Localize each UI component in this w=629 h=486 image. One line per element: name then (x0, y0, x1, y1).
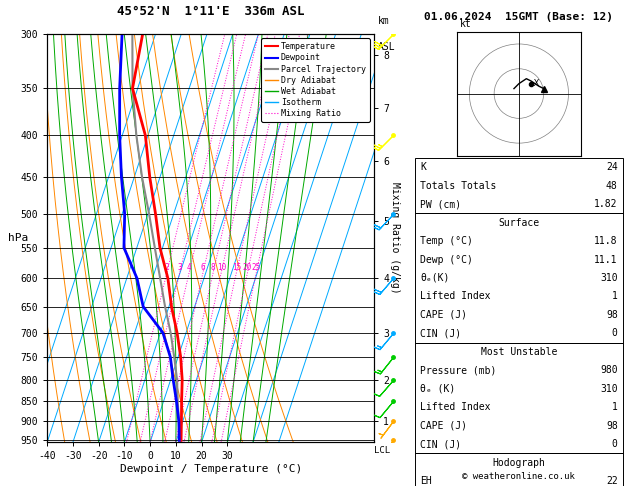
Text: 45°52'N  1°11'E  336m ASL: 45°52'N 1°11'E 336m ASL (117, 5, 304, 17)
Text: km: km (377, 16, 389, 26)
Text: 01.06.2024  15GMT (Base: 12): 01.06.2024 15GMT (Base: 12) (425, 12, 613, 22)
Text: 2: 2 (165, 263, 169, 273)
Text: ASL: ASL (377, 42, 395, 52)
Text: CIN (J): CIN (J) (420, 439, 461, 449)
Text: 310: 310 (600, 273, 618, 283)
Text: 11.8: 11.8 (594, 236, 618, 246)
Text: Temp (°C): Temp (°C) (420, 236, 473, 246)
Text: Most Unstable: Most Unstable (481, 347, 557, 357)
Text: Dewp (°C): Dewp (°C) (420, 255, 473, 264)
Text: 0: 0 (612, 439, 618, 449)
Text: kt: kt (459, 19, 471, 29)
Text: CAPE (J): CAPE (J) (420, 310, 467, 320)
Text: Lifted Index: Lifted Index (420, 402, 491, 412)
Text: 98: 98 (606, 310, 618, 320)
Y-axis label: Mixing Ratio (g/kg): Mixing Ratio (g/kg) (390, 182, 400, 294)
Text: 4: 4 (187, 263, 191, 273)
Text: 1.82: 1.82 (594, 199, 618, 209)
Text: PW (cm): PW (cm) (420, 199, 461, 209)
Text: Pressure (mb): Pressure (mb) (420, 365, 496, 375)
Text: X: X (532, 79, 540, 88)
Text: 20: 20 (243, 263, 252, 273)
Text: Hodograph: Hodograph (493, 458, 545, 468)
Text: EH: EH (420, 476, 432, 486)
Text: CIN (J): CIN (J) (420, 329, 461, 338)
Text: Surface: Surface (498, 218, 540, 227)
Text: LCL: LCL (374, 446, 391, 455)
Text: 98: 98 (606, 421, 618, 431)
Text: 1: 1 (612, 292, 618, 301)
Legend: Temperature, Dewpoint, Parcel Trajectory, Dry Adiabat, Wet Adiabat, Isotherm, Mi: Temperature, Dewpoint, Parcel Trajectory… (261, 38, 370, 122)
Text: 10: 10 (216, 263, 226, 273)
Text: Totals Totals: Totals Totals (420, 181, 496, 191)
Text: 25: 25 (252, 263, 261, 273)
Text: 1: 1 (612, 402, 618, 412)
Text: 15: 15 (231, 263, 241, 273)
Text: 22: 22 (606, 476, 618, 486)
Text: K: K (420, 162, 426, 172)
Text: © weatheronline.co.uk: © weatheronline.co.uk (462, 472, 576, 481)
Text: CAPE (J): CAPE (J) (420, 421, 467, 431)
Text: θₑ (K): θₑ (K) (420, 384, 455, 394)
Text: 3: 3 (177, 263, 182, 273)
X-axis label: Dewpoint / Temperature (°C): Dewpoint / Temperature (°C) (120, 464, 302, 474)
Text: 310: 310 (600, 384, 618, 394)
Text: 11.1: 11.1 (594, 255, 618, 264)
Text: 8: 8 (211, 263, 216, 273)
Text: hPa: hPa (8, 233, 28, 243)
Text: 980: 980 (600, 365, 618, 375)
Text: 48: 48 (606, 181, 618, 191)
Text: 6: 6 (201, 263, 205, 273)
Text: 0: 0 (612, 329, 618, 338)
Text: 24: 24 (606, 162, 618, 172)
Text: Lifted Index: Lifted Index (420, 292, 491, 301)
Text: θₑ(K): θₑ(K) (420, 273, 450, 283)
